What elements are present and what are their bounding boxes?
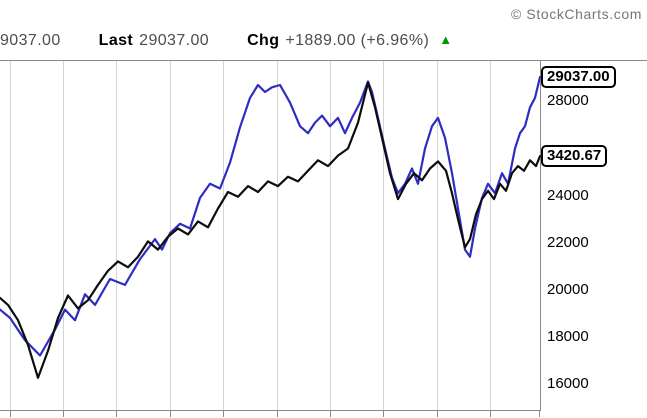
y-axis-label: 22000 [547, 233, 589, 251]
chart-plot-area: 28000 24000 22000 20000 18000 16000 29037.00 34… [0, 60, 647, 418]
black-index-line [0, 81, 541, 379]
copyright: © StockCharts.com [511, 6, 642, 22]
price-lines-svg [0, 61, 541, 417]
chg-label: Chg [247, 32, 280, 49]
cropped-left-value: 9037.00 [0, 32, 61, 49]
y-axis-label: 18000 [547, 327, 589, 345]
up-arrow-icon: ▲ [439, 32, 453, 47]
price-callout: 3420.67 [541, 145, 608, 168]
y-axis-label: 16000 [547, 374, 589, 392]
last-value: 29037.00 [139, 32, 210, 49]
last-label: Last [98, 32, 134, 49]
price-callout: 29037.00 [541, 66, 616, 89]
chg-value: +1889.00 (+6.96%) [285, 32, 430, 49]
y-axis-label: 20000 [547, 280, 589, 298]
y-axis-label: 24000 [547, 186, 589, 204]
y-axis: 28000 24000 22000 20000 18000 16000 29037.00 34… [541, 61, 647, 418]
blue-index-line [0, 76, 541, 357]
y-axis-label: 28000 [547, 92, 589, 110]
quote-header: 9037.00 Last 29037.00 Chg +1889.00 (+6.96%) ▲ [0, 32, 560, 50]
